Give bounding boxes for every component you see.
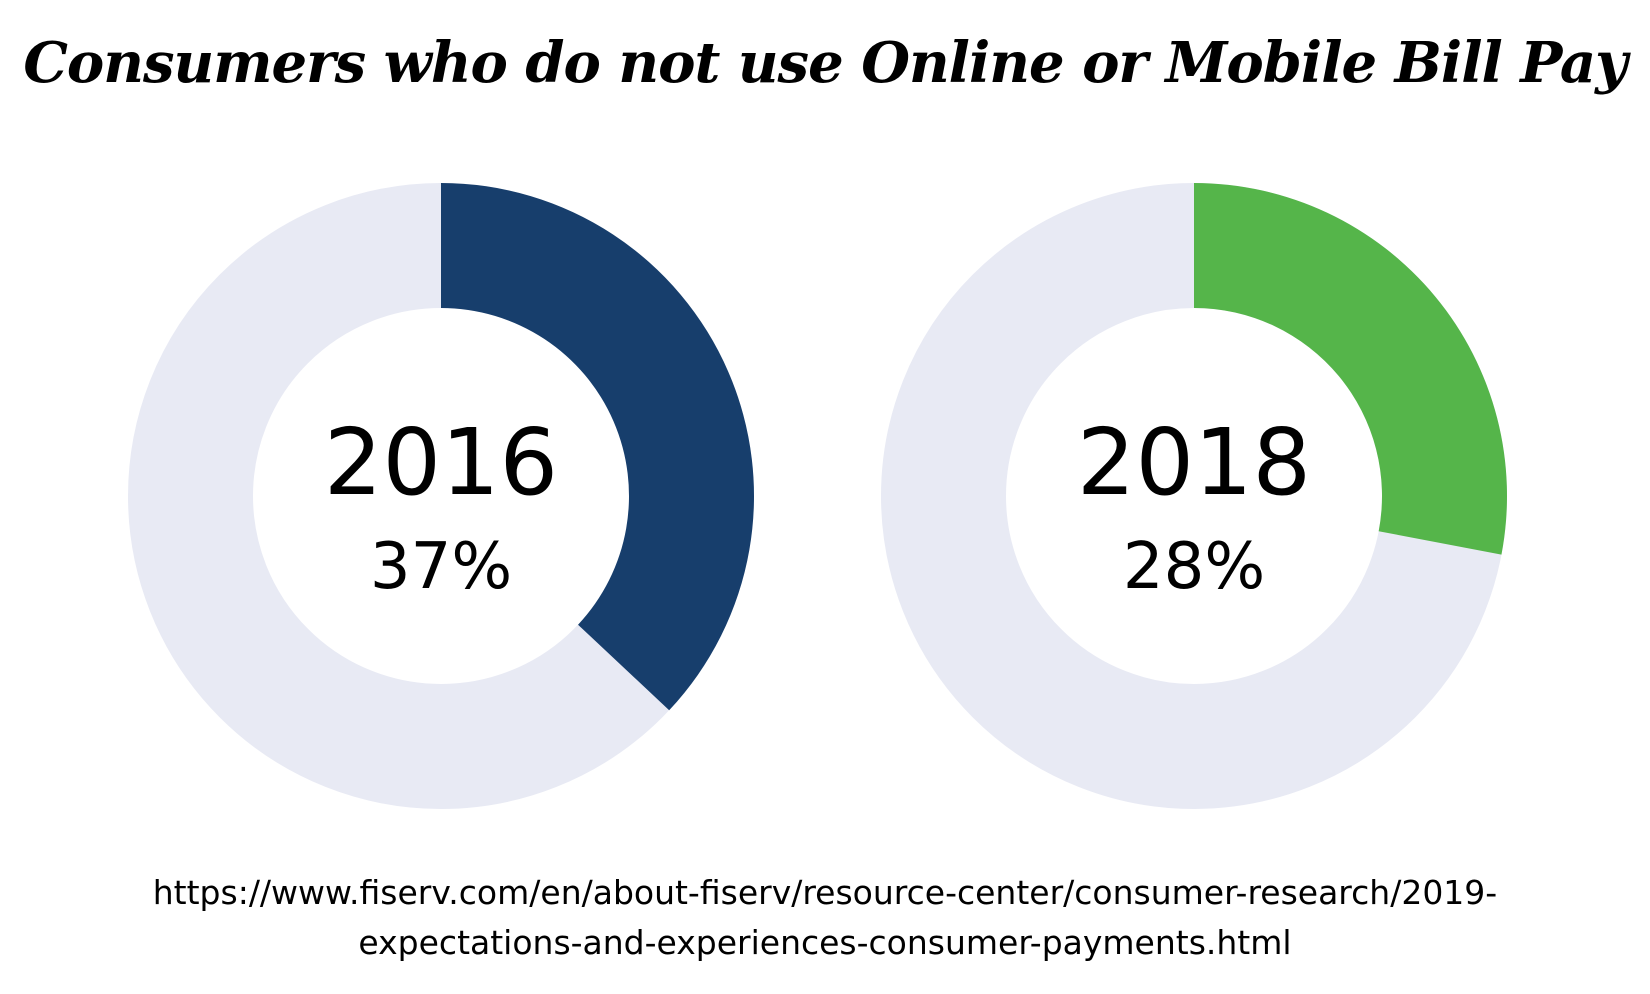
source-url[interactable]: https://www.fiserv.com/en/about-fiserv/r… — [0, 868, 1650, 968]
donut-segment-2018 — [1194, 183, 1508, 555]
donut-chart-2016: 2016 37% — [128, 183, 754, 809]
source-url-line-2[interactable]: expectations-and-experiences-consumer-pa… — [358, 923, 1292, 962]
source-url-line-1[interactable]: https://www.fiserv.com/en/about-fiserv/r… — [152, 873, 1498, 912]
donut-segment-2016 — [441, 183, 754, 711]
year-label-2018: 2018 — [1077, 409, 1311, 516]
donut-chart-2018: 2018 28% — [881, 183, 1508, 809]
chart-title: Consumers who do not use Online or Mobil… — [23, 30, 1627, 96]
percent-label-2018: 28% — [1123, 530, 1265, 604]
percent-label-2016: 37% — [370, 530, 512, 604]
year-label-2016: 2016 — [324, 409, 558, 516]
